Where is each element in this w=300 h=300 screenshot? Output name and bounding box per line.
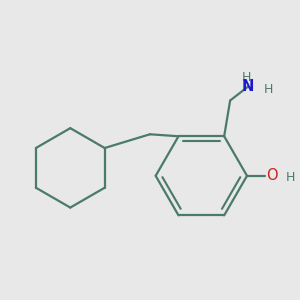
Text: H: H [286, 171, 295, 184]
Text: O: O [266, 167, 278, 182]
Text: H: H [264, 83, 273, 96]
Text: H: H [241, 71, 251, 84]
Text: N: N [242, 79, 254, 94]
